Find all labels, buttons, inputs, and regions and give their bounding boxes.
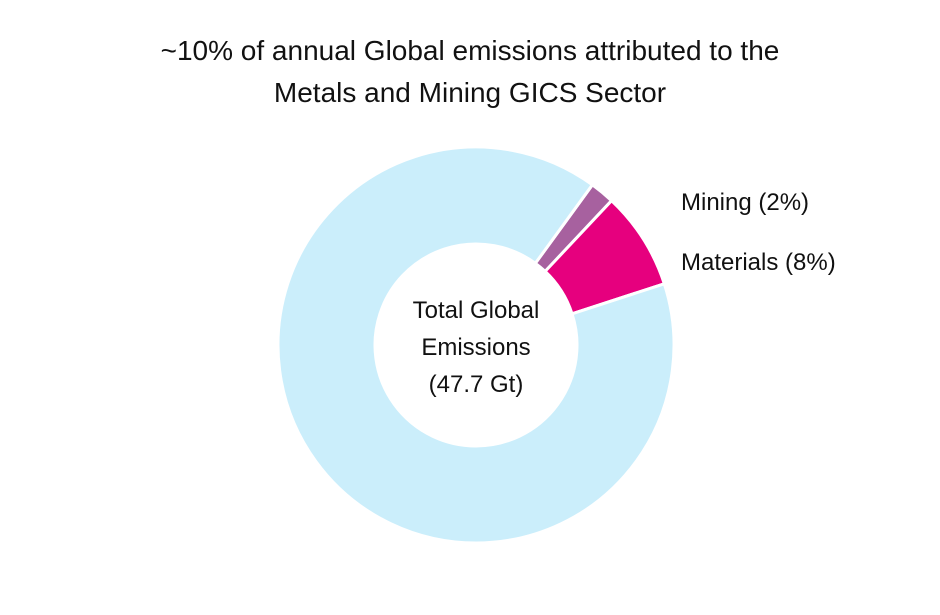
center-label-line-1: Total Global [412,297,540,324]
chart-title: ~10% of annual Global emissions attribut… [0,30,940,114]
chart-title-line-2: Metals and Mining GICS Sector [273,77,667,108]
center-label-line-3: (47.7 Gt) [428,371,524,398]
chart-title-line-1: ~10% of annual Global emissions attribut… [160,35,780,66]
slice-label-mining: Mining (2%) [681,189,810,216]
donut-slice-2 [276,145,676,545]
center-label-line-2: Emissions [421,334,531,361]
center-label: Total Global Emissions (47.7 Gt) [376,292,576,403]
slice-label-materials: Materials (8%) [681,249,836,276]
